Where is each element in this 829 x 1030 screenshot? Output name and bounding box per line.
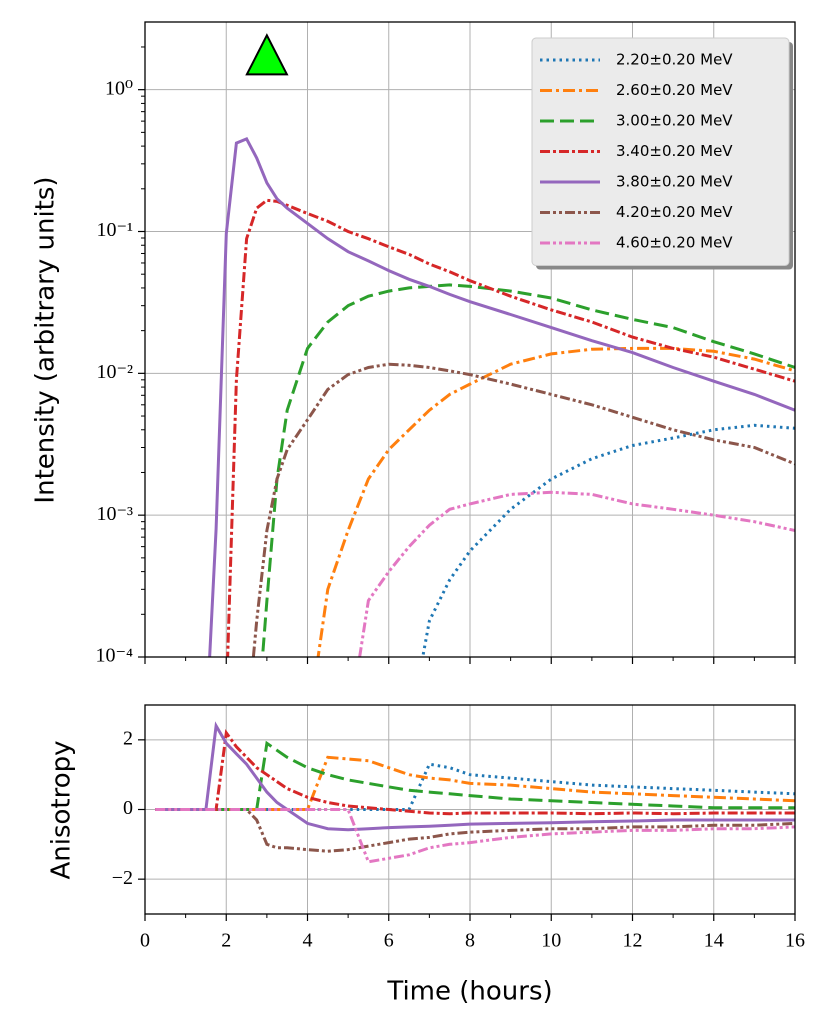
- event-marker: [245, 33, 289, 76]
- series-line: [155, 740, 795, 811]
- series-line: [155, 762, 795, 811]
- y-tick-label: 10⁻⁴: [95, 645, 133, 667]
- series-line: [155, 808, 795, 864]
- axes-frame: [144, 21, 796, 658]
- axes-frame: [144, 704, 796, 915]
- legend-box: [531, 37, 790, 266]
- legend-label: 2.60±0.20 MeV: [616, 81, 733, 99]
- x-tick-label: 6: [384, 930, 394, 952]
- series-line: [208, 136, 795, 657]
- legend-label: 2.20±0.20 MeV: [616, 51, 733, 69]
- legend-label: 3.00±0.20 MeV: [616, 112, 733, 130]
- y-axis-label: Intensity (arbitrary units): [31, 176, 61, 503]
- plot-area: [208, 136, 795, 657]
- y-tick-label: 2: [123, 727, 133, 749]
- plot-area: [155, 721, 795, 864]
- legend-label: 3.40±0.20 MeV: [616, 142, 733, 160]
- y-tick-label: −2: [112, 867, 133, 889]
- series-line: [358, 490, 795, 657]
- legend-label: 4.60±0.20 MeV: [616, 234, 733, 252]
- x-tick-label: 8: [465, 930, 475, 952]
- x-tick-label: 4: [303, 930, 313, 952]
- series-line: [155, 721, 795, 832]
- legend-label: 4.20±0.20 MeV: [616, 203, 733, 221]
- series-line: [421, 423, 795, 657]
- series-line: [226, 198, 795, 657]
- series-line: [251, 362, 795, 657]
- x-tick-label: 12: [623, 930, 643, 952]
- y-tick-label: 10⁻¹: [96, 219, 133, 241]
- series-line: [155, 728, 795, 816]
- x-tick-label: 16: [785, 930, 805, 952]
- x-tick-label: 0: [140, 930, 150, 952]
- y-tick-label: 10⁻²: [96, 361, 133, 383]
- x-tick-label: 10: [541, 930, 561, 952]
- series-line: [316, 346, 795, 657]
- x-tick-label: 14: [704, 930, 724, 952]
- series-line: [155, 755, 795, 811]
- y-tick-label: 10⁰: [105, 77, 133, 99]
- x-tick-label: 2: [221, 930, 231, 952]
- x-axis-label: Time (hours): [386, 977, 552, 1007]
- y-axis-label: Anisotropy: [47, 740, 77, 879]
- y-tick-label: 10⁻³: [96, 503, 133, 525]
- y-tick-label: 0: [123, 797, 133, 819]
- legend-label: 3.80±0.20 MeV: [616, 173, 733, 191]
